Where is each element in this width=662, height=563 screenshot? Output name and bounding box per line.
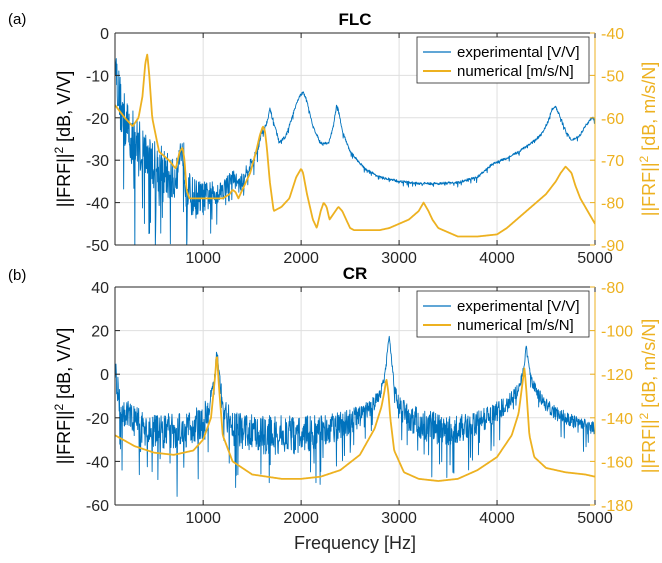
y-tick-label-left: -30 [86, 153, 109, 170]
y-tick-label-right: -50 [601, 68, 624, 85]
y-tick-label-right: -100 [601, 324, 633, 341]
y-tick-label-right: -80 [601, 196, 624, 213]
series-numerical-line [115, 356, 595, 482]
x-tick-label: 4000 [479, 250, 515, 267]
legend-label: experimental [V/V] [457, 44, 580, 61]
y-tick-label-left: -20 [86, 411, 109, 428]
x-tick-label: 3000 [381, 510, 417, 527]
y-tick-label-left: 40 [91, 280, 109, 297]
legend-label: numerical [m/s/N] [457, 317, 574, 334]
chart-title: FLC [338, 10, 371, 29]
chart-panel-flc: 1000 2000 3000 4000 5000 0 -10 -20 -30 -40 -50 -40 -… [52, 10, 659, 267]
y-tick-label-left: 0 [100, 26, 109, 43]
series-experimental-line [115, 335, 595, 497]
y-tick-label-right: -120 [601, 367, 633, 384]
y-tick-label-right: -140 [601, 411, 633, 428]
legend-label: numerical [m/s/N] [457, 63, 574, 80]
y-tick-label-right: -60 [601, 111, 624, 128]
y-tick-label-right: -90 [601, 238, 624, 255]
x-tick-label: 2000 [283, 250, 319, 267]
y-tick-label-left: 0 [100, 367, 109, 384]
legend-box [416, 36, 590, 84]
y-tick-label-right: -70 [601, 153, 624, 170]
y-tick-label-left: -50 [86, 238, 109, 255]
y-tick-label-left: 20 [91, 324, 109, 341]
y-tick-label-right: -80 [601, 280, 624, 297]
y-tick-label-right: -160 [601, 454, 633, 471]
y-tick-label-left: -40 [86, 196, 109, 213]
y-axis-label-left: ||FRF||2 [dB, V/V] [52, 71, 74, 207]
y-tick-label-left: -40 [86, 454, 109, 471]
y-axis-label-right: ||FRF||2 [dB, m/s/N] [637, 319, 659, 473]
y-axis-label-right: ||FRF||2 [dB, m/s/N] [637, 62, 659, 216]
x-axis-label: Frequency [Hz] [294, 533, 416, 553]
x-tick-label: 3000 [381, 250, 417, 267]
x-tick-label: 5000 [577, 510, 613, 527]
legend: experimental [V/V] numerical [m/s/N] [416, 36, 590, 84]
x-tick-label: 1000 [185, 510, 221, 527]
y-tick-label-right: -180 [601, 498, 633, 515]
chart-panel-cr: 1000 2000 3000 4000 5000 40 20 0 -20 -40 -60 -80 -10… [52, 264, 659, 553]
series-experimental-line [115, 58, 595, 245]
series-numerical-line [115, 53, 595, 238]
x-tick-label: 5000 [577, 250, 613, 267]
y-axis-label-left: ||FRF||2 [dB, V/V] [52, 328, 74, 464]
y-tick-label-left: -60 [86, 498, 109, 515]
x-tick-label: 1000 [185, 250, 221, 267]
legend-box [416, 290, 590, 338]
chart-title: CR [343, 264, 368, 283]
legend-label: experimental [V/V] [457, 298, 580, 315]
legend: experimental [V/V] numerical [m/s/N] [416, 290, 590, 338]
y-tick-label-left: -20 [86, 111, 109, 128]
panel-label-b: (b) [8, 267, 26, 284]
x-tick-label: 4000 [479, 510, 515, 527]
y-tick-label-right: -40 [601, 26, 624, 43]
x-tick-label: 2000 [283, 510, 319, 527]
y-tick-label-left: -10 [86, 68, 109, 85]
panel-label-a: (a) [8, 11, 26, 28]
